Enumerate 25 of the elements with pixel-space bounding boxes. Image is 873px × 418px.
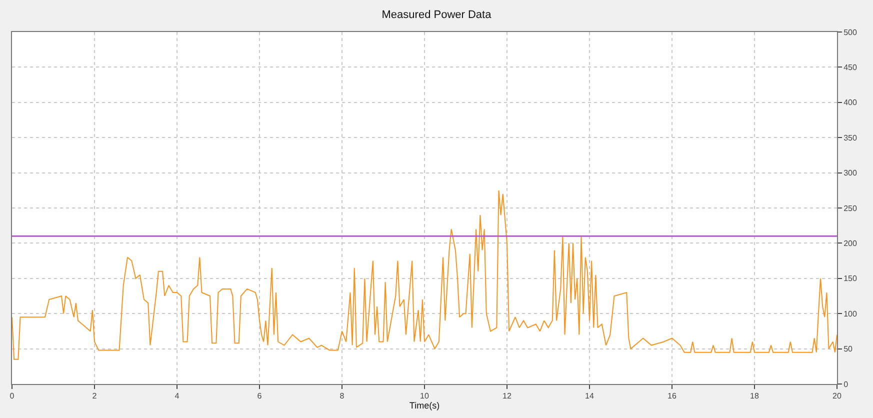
y-tick-label: 50 — [844, 344, 854, 354]
x-axis-title: Time(s) — [409, 400, 440, 411]
x-tick-label: 20 — [832, 392, 842, 401]
y-tick-label: 200 — [844, 239, 858, 248]
y-tick-label: 300 — [844, 168, 858, 178]
x-tick-label: 14 — [585, 392, 594, 401]
y-tick-label: 450 — [844, 63, 858, 72]
y-tick-label: 0 — [844, 380, 849, 389]
y-tick-label: 350 — [844, 133, 858, 142]
y-tick-label: 250 — [844, 204, 858, 213]
x-tick-label: 10 — [420, 392, 430, 401]
y-tick-label: 100 — [844, 309, 858, 318]
chart-title: Measured Power Data — [382, 9, 492, 22]
x-tick-label: 18 — [750, 392, 760, 401]
x-tick-label: 6 — [257, 392, 262, 401]
y-tick-label: 400 — [844, 98, 858, 108]
y-tick-label: 150 — [844, 274, 858, 284]
line-series — [12, 190, 837, 360]
x-tick-label: 2 — [92, 392, 98, 401]
y-tick-label: 500 — [844, 28, 858, 37]
x-tick-label: 4 — [174, 392, 180, 401]
x-tick-label: 8 — [340, 392, 345, 401]
x-tick-label: 0 — [10, 392, 15, 401]
x-tick-label: 16 — [668, 392, 677, 401]
x-tick-label: 12 — [502, 392, 512, 401]
